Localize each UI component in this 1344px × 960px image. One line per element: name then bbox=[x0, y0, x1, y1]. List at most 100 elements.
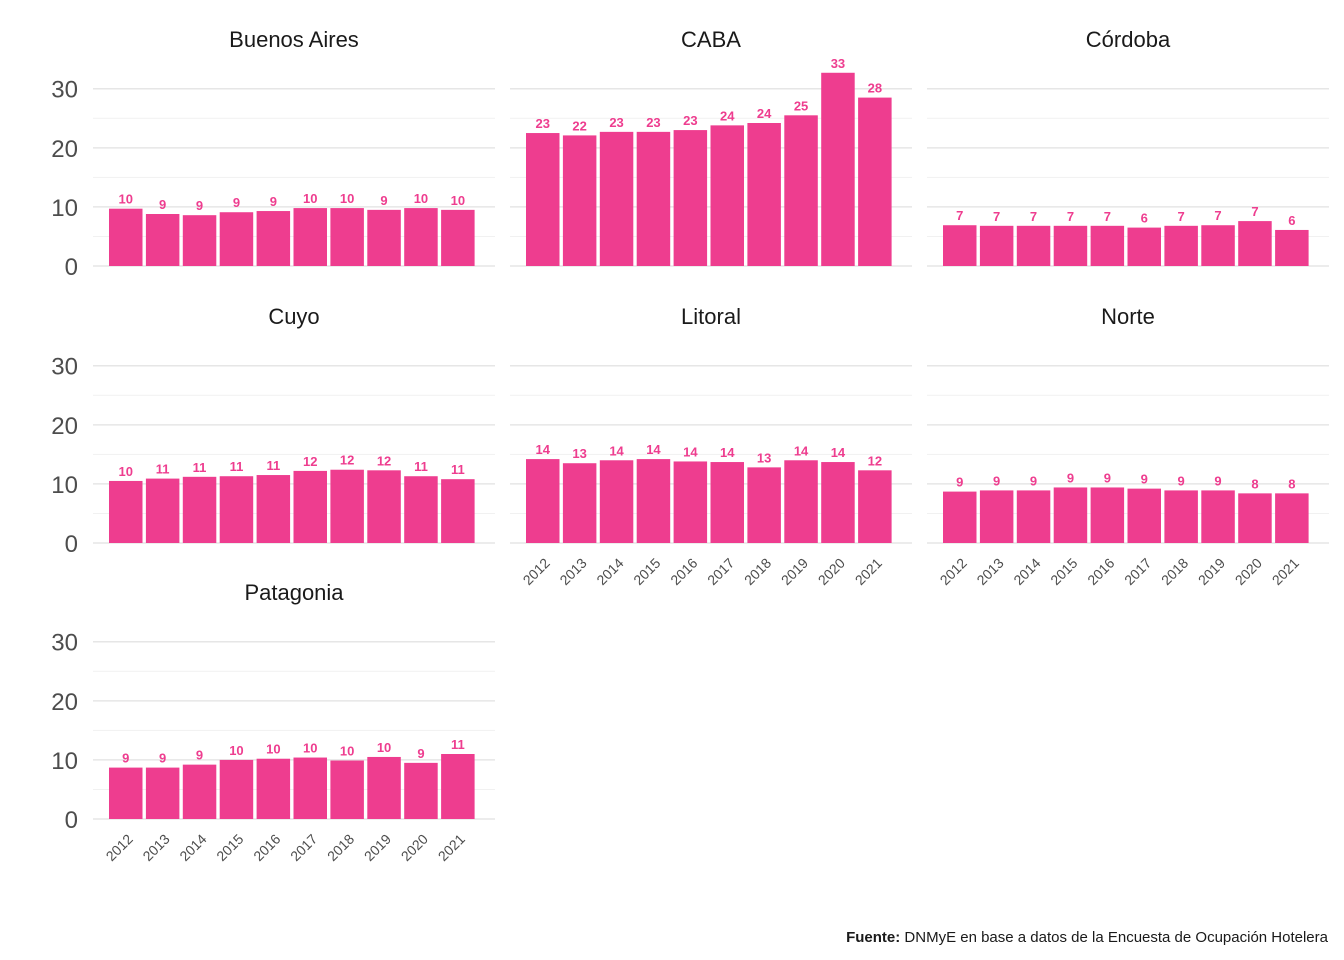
data-label: 9 bbox=[159, 751, 166, 766]
x-tick-label: 2016 bbox=[250, 831, 283, 864]
bar-patagonia-2017 bbox=[293, 757, 327, 819]
bar-litoral-2014 bbox=[599, 460, 634, 543]
facet-title-buenos-aires: Buenos Aires bbox=[229, 27, 359, 52]
x-tick-label: 2016 bbox=[1084, 555, 1117, 588]
bar-cuyo-2012 bbox=[109, 480, 143, 543]
caption-bold: Fuente: bbox=[846, 929, 901, 946]
bar-norte-2021 bbox=[1275, 493, 1309, 543]
bar-cordoba-2012 bbox=[943, 225, 977, 266]
data-label: 23 bbox=[536, 116, 550, 131]
x-tick-label: 2014 bbox=[176, 831, 209, 864]
bar-patagonia-2018 bbox=[330, 760, 364, 819]
data-label: 11 bbox=[266, 458, 280, 473]
bar-cordoba-2020 bbox=[1238, 221, 1272, 266]
bar-caba-2017 bbox=[710, 125, 744, 266]
data-label: 9 bbox=[1178, 473, 1185, 488]
data-label: 10 bbox=[414, 191, 428, 206]
data-label: 9 bbox=[196, 198, 203, 213]
data-label: 7 bbox=[1030, 209, 1037, 224]
bar-litoral-2018 bbox=[747, 467, 781, 543]
bar-buenos-aires-2012 bbox=[109, 208, 143, 266]
bar-cordoba-2016 bbox=[1090, 225, 1125, 266]
x-tick-label: 2013 bbox=[973, 555, 1006, 588]
bar-patagonia-2015 bbox=[219, 759, 254, 819]
bar-cordoba-2021 bbox=[1275, 229, 1309, 266]
bar-cordoba-2015 bbox=[1053, 225, 1088, 266]
bar-buenos-aires-2019 bbox=[367, 209, 401, 266]
bar-cordoba-2014 bbox=[1016, 225, 1051, 266]
data-label: 12 bbox=[377, 453, 391, 468]
bar-caba-2019 bbox=[784, 115, 818, 267]
x-tick-label: 2017 bbox=[1121, 555, 1154, 588]
data-label: 6 bbox=[1141, 211, 1148, 226]
bar-patagonia-2016 bbox=[256, 758, 291, 819]
x-tick-label: 2018 bbox=[741, 555, 774, 588]
source-caption: Fuente: DNMyE en base a datos de la Encu… bbox=[846, 929, 1328, 946]
x-tick-label: 2016 bbox=[667, 555, 700, 588]
data-label: 10 bbox=[266, 742, 280, 757]
data-label: 10 bbox=[303, 741, 317, 756]
data-label: 9 bbox=[1104, 470, 1111, 485]
y-tick-label: 0 bbox=[65, 254, 78, 281]
data-label: 14 bbox=[831, 445, 846, 460]
data-label: 9 bbox=[993, 473, 1000, 488]
data-label: 10 bbox=[451, 193, 465, 208]
facet-title-litoral: Litoral bbox=[681, 304, 741, 329]
data-label: 10 bbox=[340, 191, 354, 206]
bar-cuyo-2019 bbox=[367, 470, 401, 543]
bar-cuyo-2015 bbox=[219, 476, 254, 543]
x-tick-label: 2018 bbox=[1158, 555, 1191, 588]
facet-title-cuyo: Cuyo bbox=[268, 304, 319, 329]
data-label: 8 bbox=[1251, 476, 1258, 491]
bar-caba-2018 bbox=[747, 123, 781, 266]
data-label: 9 bbox=[1067, 470, 1074, 485]
data-label: 6 bbox=[1288, 213, 1295, 228]
data-label: 11 bbox=[230, 459, 244, 474]
bar-norte-2014 bbox=[1016, 490, 1051, 543]
data-label: 9 bbox=[122, 751, 129, 766]
bar-patagonia-2021 bbox=[441, 754, 475, 819]
x-tick-label: 2019 bbox=[778, 555, 811, 588]
data-label: 12 bbox=[868, 453, 882, 468]
y-tick-label: 20 bbox=[51, 413, 78, 440]
bar-patagonia-2013 bbox=[145, 767, 180, 819]
bar-caba-2012 bbox=[526, 133, 560, 266]
data-label: 14 bbox=[646, 442, 661, 457]
data-label: 9 bbox=[233, 195, 240, 210]
bar-norte-2019 bbox=[1201, 490, 1235, 543]
bar-cuyo-2016 bbox=[256, 475, 291, 543]
data-label: 25 bbox=[794, 98, 808, 113]
y-tick-label: 10 bbox=[51, 748, 78, 775]
data-label: 9 bbox=[196, 748, 203, 763]
x-tick-label: 2021 bbox=[435, 831, 468, 864]
data-label: 7 bbox=[1104, 209, 1111, 224]
y-tick-label: 30 bbox=[51, 77, 78, 104]
data-label: 7 bbox=[1067, 209, 1074, 224]
bar-caba-2020 bbox=[821, 72, 855, 266]
x-tick-label: 2017 bbox=[704, 555, 737, 588]
x-tick-label: 2015 bbox=[630, 555, 663, 588]
bar-cuyo-2014 bbox=[182, 476, 217, 543]
data-label: 9 bbox=[1030, 473, 1037, 488]
facet-title-caba: CABA bbox=[681, 27, 741, 52]
x-tick-label: 2013 bbox=[556, 555, 589, 588]
data-label: 12 bbox=[303, 454, 317, 469]
bar-buenos-aires-2020 bbox=[404, 208, 438, 266]
bar-litoral-2015 bbox=[636, 459, 671, 543]
data-label: 10 bbox=[340, 744, 354, 759]
y-tick-label: 0 bbox=[65, 807, 78, 834]
data-label: 33 bbox=[831, 56, 845, 71]
bar-cordoba-2017 bbox=[1127, 227, 1161, 266]
data-label: 22 bbox=[572, 118, 586, 133]
bar-caba-2016 bbox=[673, 130, 708, 266]
x-tick-label: 2019 bbox=[1195, 555, 1228, 588]
bar-patagonia-2020 bbox=[404, 762, 438, 819]
x-tick-label: 2021 bbox=[852, 555, 885, 588]
bar-cuyo-2021 bbox=[441, 479, 475, 543]
data-label: 9 bbox=[1214, 473, 1221, 488]
data-label: 11 bbox=[451, 462, 465, 477]
bar-litoral-2020 bbox=[821, 462, 855, 543]
data-label: 9 bbox=[159, 197, 166, 212]
bar-buenos-aires-2016 bbox=[256, 211, 291, 266]
data-label: 8 bbox=[1288, 476, 1295, 491]
